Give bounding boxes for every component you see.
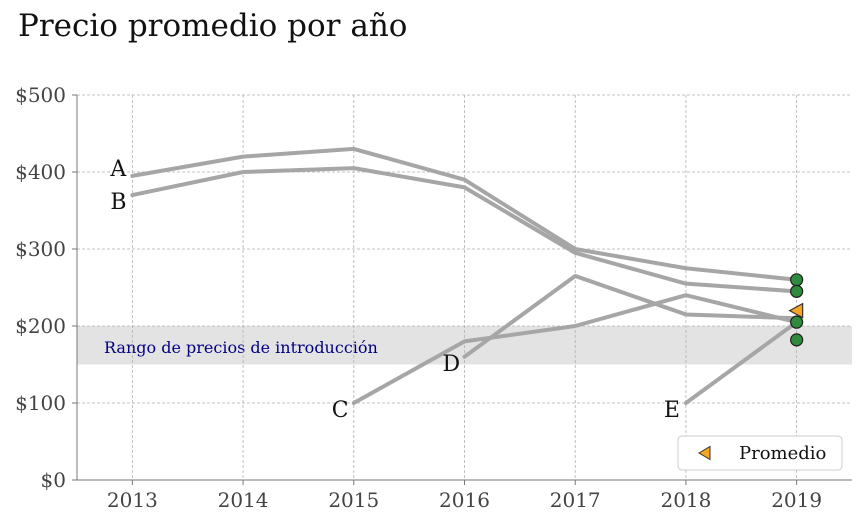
series-label-e: E (664, 398, 680, 423)
series-label-d: D (443, 352, 461, 377)
y-tick-label: $0 (41, 468, 66, 492)
x-tick-label: 2013 (107, 488, 158, 512)
series-label-b: B (110, 190, 126, 215)
x-tick-label: 2018 (660, 488, 711, 512)
y-tick-label: $300 (15, 237, 66, 261)
endpoint-marker (791, 274, 803, 286)
band-label: Rango de precios de introducción (104, 338, 378, 357)
average-marker (790, 304, 803, 318)
x-tick-label: 2015 (328, 488, 379, 512)
y-tick-label: $100 (15, 391, 66, 415)
chart-title: Precio promedio por año (18, 8, 407, 44)
y-tick-label: $500 (15, 83, 66, 107)
endpoint-marker (791, 285, 803, 297)
y-tick-label: $400 (15, 160, 66, 184)
x-tick-label: 2014 (218, 488, 269, 512)
legend-label: Promedio (739, 443, 826, 464)
x-tick-label: 2017 (550, 488, 601, 512)
endpoint-marker (791, 334, 803, 346)
endpoint-marker (791, 316, 803, 328)
x-tick-label: 2016 (439, 488, 490, 512)
series-label-c: C (332, 398, 349, 423)
y-tick-label: $200 (15, 314, 66, 338)
series-label-a: A (109, 157, 127, 182)
legend: Promedio (678, 436, 842, 470)
x-tick-label: 2019 (771, 488, 822, 512)
series-label-layer: AB C D E (109, 157, 680, 423)
